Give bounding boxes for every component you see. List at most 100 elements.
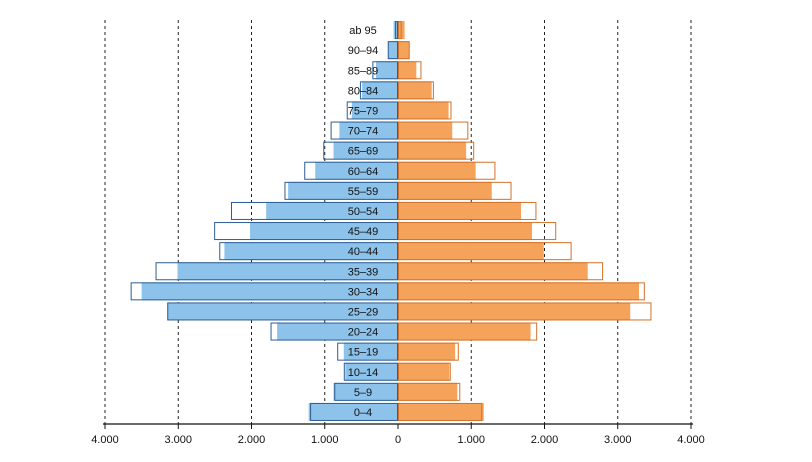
right-outline-bar-12 xyxy=(398,161,496,180)
age-label-18: 90–94 xyxy=(348,45,379,57)
right-outline-bar-15 xyxy=(398,101,452,120)
x-tick-label-4: 0 xyxy=(395,434,401,446)
left-filled-bar-18 xyxy=(388,41,398,60)
x-tick-label-7: 3.000 xyxy=(604,434,632,446)
left-outline-bar-4 xyxy=(270,322,399,341)
right-filled-bar-16 xyxy=(398,81,432,100)
left-outline-bar-6 xyxy=(130,282,398,301)
left-outline-bar-16 xyxy=(359,81,399,100)
right-filled-bar-1 xyxy=(398,382,458,401)
left-outline-bar-15 xyxy=(346,101,399,120)
right-outline-bar-6 xyxy=(398,282,645,301)
age-label-1: 5–9 xyxy=(354,387,372,399)
right-filled-bar-12 xyxy=(398,161,476,180)
right-outline-bar-3 xyxy=(398,342,459,361)
age-label-11: 55–59 xyxy=(348,186,379,198)
labels-layer: 0–4 5–9 10–14 15–19 20–24 25–29 30–34 35–39 40–4… xyxy=(348,25,379,419)
age-label-13: 65–69 xyxy=(348,146,379,158)
age-label-4: 20–24 xyxy=(348,327,379,339)
left-outline-bar-12 xyxy=(304,161,398,180)
age-label-17: 85–89 xyxy=(348,65,379,77)
age-label-16: 80–84 xyxy=(348,85,379,97)
right-outline-bar-11 xyxy=(398,181,512,200)
right-filled-bar-6 xyxy=(398,282,639,301)
left-outline-bar-3 xyxy=(337,342,399,361)
right-filled-bar-3 xyxy=(398,342,456,361)
left-filled-bar-16 xyxy=(362,81,398,100)
left-filled-bar-3 xyxy=(343,342,398,361)
age-label-6: 30–34 xyxy=(348,286,379,298)
left-filled-bar-2 xyxy=(345,362,398,381)
left-outline-bar-13 xyxy=(323,141,398,160)
right-filled-bar-17 xyxy=(398,61,417,80)
age-label-7: 35–39 xyxy=(348,266,379,278)
bars-layer xyxy=(130,21,652,421)
right-outline-bar-18 xyxy=(398,41,410,60)
left-outline-bar-17 xyxy=(372,61,398,80)
right-filled-bar-18 xyxy=(398,41,409,60)
right-outline-bar-10 xyxy=(398,201,537,220)
left-filled-bar-6 xyxy=(141,282,398,301)
right-filled-bar-4 xyxy=(398,322,531,341)
left-filled-bar-7 xyxy=(177,262,398,281)
age-label-0: 0–4 xyxy=(354,407,372,419)
right-outline-bar-1 xyxy=(398,382,461,401)
age-label-10: 50–54 xyxy=(348,206,379,218)
age-label-15: 75–79 xyxy=(348,105,379,117)
left-outline-bar-10 xyxy=(230,201,398,220)
right-outline-bar-0 xyxy=(398,402,483,421)
right-filled-bar-8 xyxy=(398,242,544,261)
left-outline-bar-5 xyxy=(167,302,398,321)
right-filled-bar-13 xyxy=(398,141,467,160)
left-outline-bar-19 xyxy=(395,21,399,40)
left-outline-bar-14 xyxy=(330,121,398,140)
right-outline-bar-19 xyxy=(398,21,402,40)
x-axis: 4.000 3.000 2.000 1.000 0 1.000 2.000 3.000 4.00… xyxy=(91,423,705,446)
left-filled-bar-9 xyxy=(250,222,398,241)
left-outline-bar-7 xyxy=(155,262,398,281)
age-label-12: 60–64 xyxy=(348,166,379,178)
right-outline-bar-8 xyxy=(398,242,572,261)
right-outline-bar-17 xyxy=(398,61,422,80)
grid-layer xyxy=(104,20,692,424)
left-filled-bar-1 xyxy=(333,382,398,401)
x-tick-label-6: 2.000 xyxy=(531,434,559,446)
right-outline-bar-2 xyxy=(398,362,451,381)
left-filled-bar-17 xyxy=(376,61,398,80)
right-filled-bar-14 xyxy=(398,121,453,140)
right-outline-bar-9 xyxy=(398,222,557,241)
x-tick-label-0: 4.000 xyxy=(91,434,119,446)
left-outline-bar-18 xyxy=(387,41,398,60)
right-filled-bar-9 xyxy=(398,222,533,241)
left-filled-bar-0 xyxy=(308,402,398,421)
left-filled-bar-8 xyxy=(224,242,398,261)
left-filled-bar-5 xyxy=(167,302,398,321)
right-outline-bar-13 xyxy=(398,141,475,160)
age-label-8: 40–44 xyxy=(348,246,379,258)
right-outline-bar-14 xyxy=(398,121,469,140)
x-tick-label-8: 4.000 xyxy=(677,434,705,446)
x-tick-label-5: 1.000 xyxy=(457,434,485,446)
right-outline-bar-5 xyxy=(398,302,652,321)
right-outline-bar-4 xyxy=(398,322,538,341)
right-filled-bar-7 xyxy=(398,262,588,281)
right-filled-bar-0 xyxy=(398,402,484,421)
age-label-5: 25–29 xyxy=(348,306,379,318)
age-label-19: ab 95 xyxy=(349,25,377,37)
left-filled-bar-15 xyxy=(351,101,398,120)
left-outline-bar-2 xyxy=(343,362,399,381)
right-filled-bar-10 xyxy=(398,201,522,220)
x-tick-label-1: 3.000 xyxy=(164,434,192,446)
left-filled-bar-10 xyxy=(266,201,398,220)
left-outline-bar-8 xyxy=(219,242,398,261)
left-filled-bar-4 xyxy=(277,322,398,341)
age-label-3: 15–19 xyxy=(348,347,379,359)
right-filled-bar-11 xyxy=(398,181,492,200)
left-outline-bar-1 xyxy=(334,382,398,401)
age-label-9: 45–49 xyxy=(348,226,379,238)
age-label-14: 70–74 xyxy=(348,126,379,138)
x-tick-label-3: 1.000 xyxy=(311,434,339,446)
left-filled-bar-12 xyxy=(315,161,398,180)
